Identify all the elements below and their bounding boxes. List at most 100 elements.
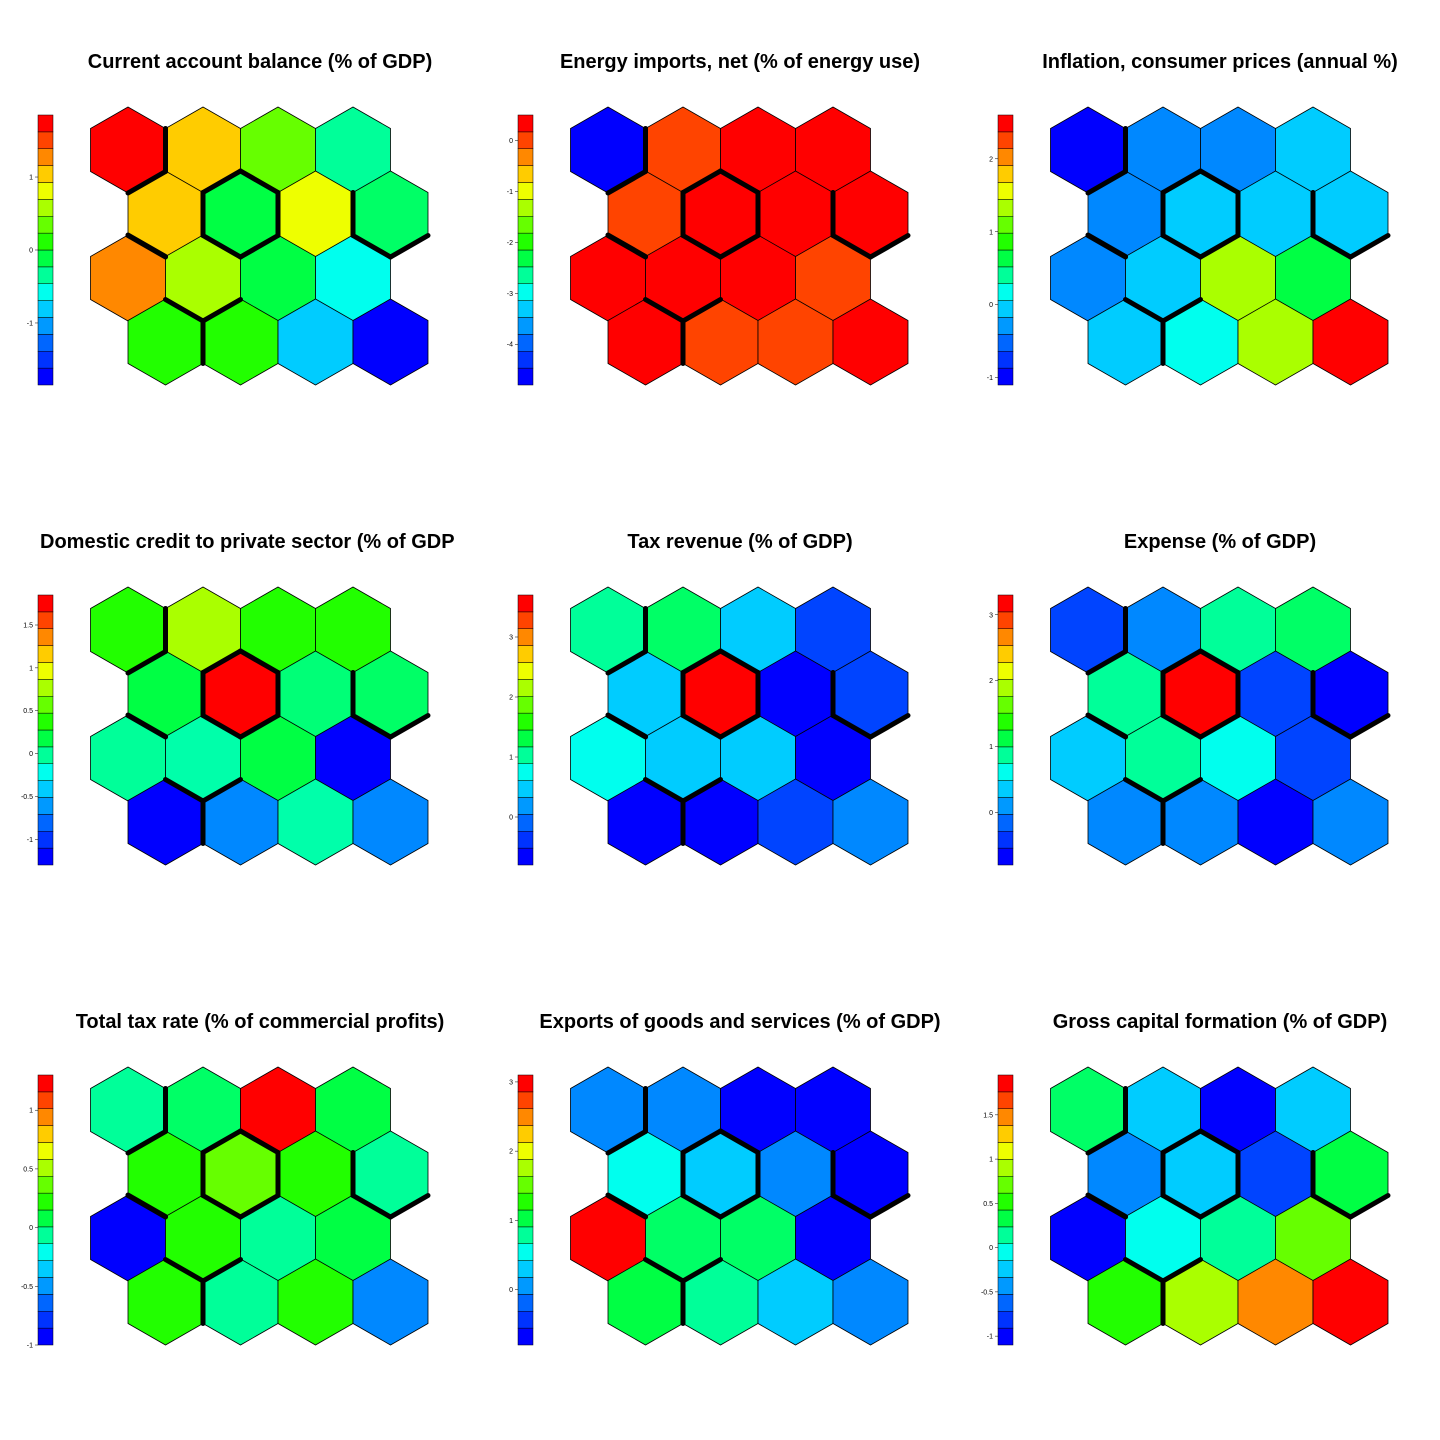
- cluster-boundary-segment: [238, 1193, 281, 1220]
- cluster-boundary-segment: [1310, 713, 1353, 740]
- cluster-boundary-segment: [830, 233, 873, 260]
- color-scale-swatch: [517, 283, 534, 301]
- color-scale-swatch: [997, 1176, 1014, 1194]
- color-scale-swatch: [997, 249, 1014, 268]
- color-scale-swatch: [517, 351, 534, 369]
- color-scale-swatch: [997, 266, 1014, 284]
- color-scale-bar: 3 2 1 0: [509, 1074, 534, 1346]
- color-scale-tick-label: -1: [987, 375, 993, 382]
- panel-title: Current account balance (% of GDP): [88, 51, 433, 73]
- hex-cell: [1312, 778, 1389, 866]
- cluster-boundary-segment: [1310, 233, 1353, 260]
- panels-group: Current account balance (% of GDP) -1 0 1 En…: [21, 51, 1398, 1350]
- color-scale-swatch: [37, 797, 54, 815]
- color-scale-swatch: [37, 148, 54, 166]
- cluster-boundary-segment: [1198, 713, 1241, 740]
- hex-grid: [90, 106, 429, 386]
- cluster-boundary-segment: [605, 649, 648, 676]
- cluster-boundary-segment: [718, 1193, 761, 1220]
- color-scale-swatch: [37, 300, 54, 318]
- color-scale-bar: 0 -1 -2 -3 -4: [507, 114, 534, 386]
- panel-title: Domestic credit to private sector (% of …: [40, 531, 455, 553]
- hex-grid: [1050, 586, 1389, 866]
- color-scale-swatch: [517, 199, 534, 217]
- panel-title: Expense (% of GDP): [1124, 531, 1316, 553]
- cluster-boundary-segment: [238, 713, 281, 740]
- cluster-boundary-segment: [163, 777, 206, 804]
- cluster-boundary-segment: [643, 297, 686, 324]
- color-scale-swatch: [517, 763, 534, 781]
- cluster-boundary-segment: [388, 233, 431, 260]
- cluster-boundary-segment: [1085, 169, 1128, 196]
- color-scale-swatch: [997, 1074, 1014, 1093]
- color-scale-swatch: [37, 216, 54, 234]
- color-scale-tick-label: 0: [989, 810, 993, 817]
- panel: Current account balance (% of GDP) -1 0 1: [27, 51, 433, 386]
- cluster-boundary-segment: [1198, 1193, 1241, 1220]
- color-scale-swatch: [517, 114, 534, 133]
- color-scale-swatch: [997, 1142, 1014, 1160]
- panel: Total tax rate (% of commercial profits)…: [21, 1011, 444, 1350]
- color-scale-swatch: [517, 1176, 534, 1194]
- cluster-boundaries: [1085, 126, 1391, 366]
- panel: Exports of goods and services (% of GDP)…: [509, 1011, 941, 1346]
- cluster-boundaries: [125, 1086, 431, 1326]
- cluster-boundary-segment: [680, 233, 723, 260]
- color-scale-swatch: [997, 283, 1014, 301]
- cluster-boundary-segment: [868, 1193, 911, 1220]
- color-scale-swatch: [997, 367, 1014, 386]
- color-scale-tick-label: 2: [989, 678, 993, 685]
- color-scale-swatch: [517, 300, 534, 318]
- color-scale-swatch: [517, 165, 534, 183]
- color-scale-tick-label: -0.5: [21, 1284, 33, 1291]
- color-scale-swatch: [517, 266, 534, 284]
- color-scale-swatch: [997, 611, 1014, 629]
- color-scale-swatch: [997, 182, 1014, 200]
- panel: Tax revenue (% of GDP) 3 2 1 0: [509, 531, 911, 866]
- cluster-boundary-segment: [200, 777, 243, 804]
- cluster-boundary-segment: [200, 648, 243, 675]
- color-scale-swatch: [517, 1260, 534, 1278]
- color-scale-swatch: [37, 1176, 54, 1194]
- cluster-boundary-segment: [1085, 1192, 1128, 1219]
- cluster-boundary-segment: [350, 233, 393, 260]
- color-scale-swatch: [517, 131, 534, 149]
- color-scale-swatch: [37, 1327, 54, 1346]
- color-scale-swatch: [997, 1125, 1014, 1143]
- cluster-boundary-segment: [125, 169, 168, 196]
- cluster-boundary-segment: [1348, 1193, 1391, 1220]
- color-scale-swatch: [37, 1159, 54, 1177]
- cluster-boundary-segment: [1310, 1193, 1353, 1220]
- cluster-boundary-segment: [680, 297, 723, 324]
- cluster-boundary-segment: [1198, 233, 1241, 260]
- cluster-boundaries: [125, 606, 431, 846]
- cluster-boundary-segment: [1085, 712, 1128, 739]
- color-scale-swatch: [997, 232, 1014, 251]
- cluster-boundary-segment: [1123, 1257, 1166, 1284]
- color-scale-swatch: [517, 729, 534, 748]
- color-scale-bar: -1 0 1: [27, 114, 54, 386]
- color-scale-swatch: [517, 696, 534, 714]
- cluster-boundary-segment: [605, 232, 648, 259]
- color-scale-tick-label: -0.5: [981, 1289, 993, 1296]
- color-scale-swatch: [517, 216, 534, 234]
- cluster-boundary-segment: [643, 1257, 686, 1284]
- color-scale-swatch: [517, 611, 534, 629]
- color-scale-swatch: [37, 814, 54, 832]
- color-scale-tick-label: 0: [29, 248, 33, 255]
- color-scale-swatch: [997, 131, 1014, 149]
- color-scale-swatch: [37, 1209, 54, 1228]
- color-scale-swatch: [997, 1327, 1014, 1346]
- color-scale-swatch: [517, 831, 534, 849]
- hex-grid: [1050, 1066, 1389, 1346]
- color-scale-tick-label: 0: [29, 751, 33, 758]
- color-scale-swatch: [997, 1243, 1014, 1261]
- color-scale-swatch: [517, 334, 534, 352]
- hex-cell: [352, 778, 429, 866]
- hex-cell: [832, 1258, 909, 1346]
- color-scale-swatch: [517, 182, 534, 200]
- hex-cell: [1312, 298, 1389, 386]
- cluster-boundary-segment: [718, 648, 761, 675]
- cluster-boundary-segment: [830, 1193, 873, 1220]
- color-scale-tick-label: 1: [29, 665, 33, 672]
